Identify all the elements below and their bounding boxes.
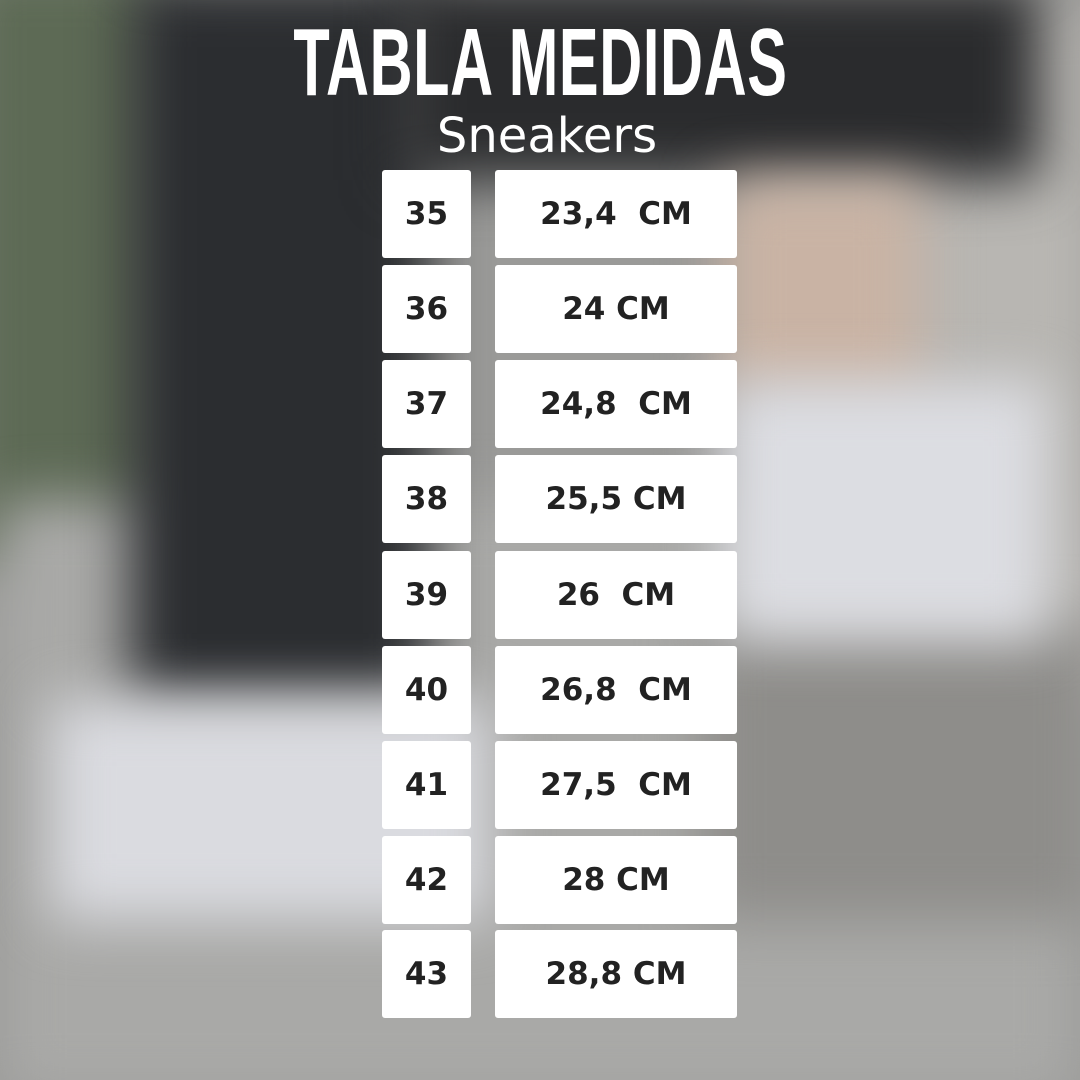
size-cell: 39: [382, 551, 471, 639]
length-cell: 24 CM: [495, 265, 737, 353]
size-cell: 40: [382, 646, 471, 734]
size-cell: 38: [382, 455, 471, 543]
length-cell: 26,8 CM: [495, 646, 737, 734]
length-cell: 24,8 CM: [495, 360, 737, 448]
size-cell: 42: [382, 836, 471, 924]
page-title: TABLA MEDIDAS: [0, 8, 1080, 118]
size-cell: 37: [382, 360, 471, 448]
length-cell: 23,4 CM: [495, 170, 737, 258]
length-cell: 25,5 CM: [495, 455, 737, 543]
size-cell: 41: [382, 741, 471, 829]
length-cell: 26 CM: [495, 551, 737, 639]
title-text: TABLA MEDIDAS: [292, 9, 788, 116]
length-cell: 27,5 CM: [495, 741, 737, 829]
size-cell: 36: [382, 265, 471, 353]
length-cell: 28 CM: [495, 836, 737, 924]
size-cell: 35: [382, 170, 471, 258]
subtitle: Sneakers: [436, 108, 658, 164]
length-cell: 28,8 CM: [495, 930, 737, 1018]
size-cell: 43: [382, 930, 471, 1018]
